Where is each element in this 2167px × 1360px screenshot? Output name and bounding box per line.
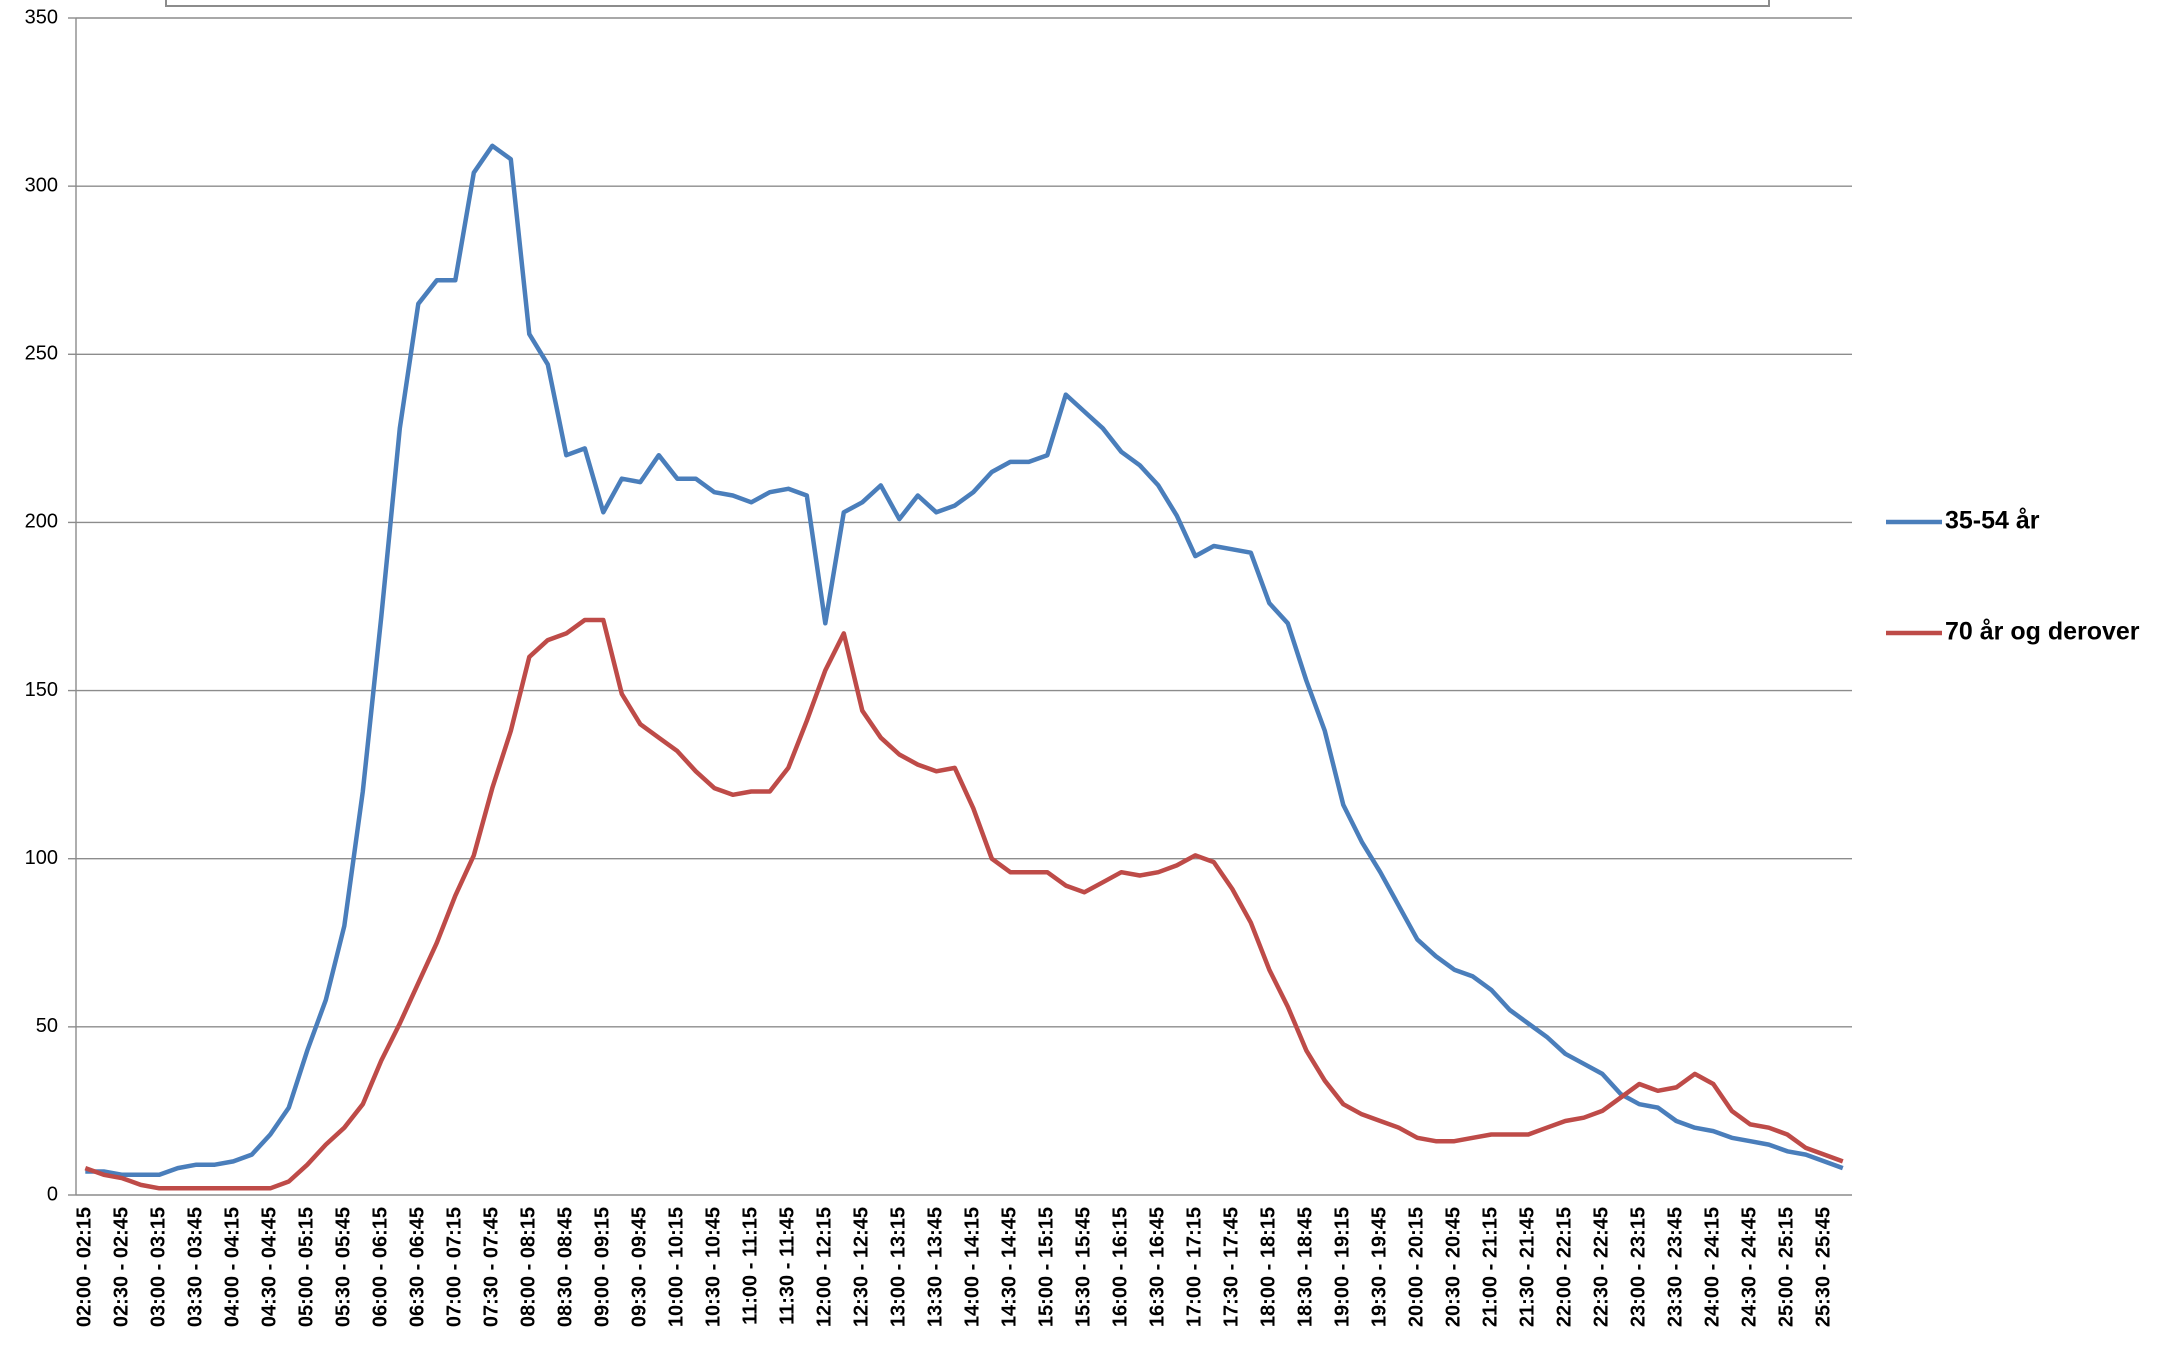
x-tick-label: 14:30 - 14:45 [999,1207,1021,1327]
x-tick-label: 18:00 - 18:15 [1258,1207,1280,1327]
x-tick-label: 15:00 - 15:15 [1036,1207,1058,1327]
x-tick-label: 21:00 - 21:15 [1480,1207,1502,1327]
x-tick-label: 16:30 - 16:45 [1147,1207,1169,1327]
x-tick-label: 04:30 - 04:45 [259,1207,281,1327]
x-tick-label: 05:00 - 05:15 [296,1207,318,1327]
x-tick-label: 25:00 - 25:15 [1776,1207,1798,1327]
y-tick-label: 350 [25,6,58,28]
x-tick-label: 21:30 - 21:45 [1517,1207,1539,1327]
legend-label: 70 år og derover [1945,618,2140,646]
x-tick-label: 24:00 - 24:15 [1702,1207,1724,1327]
x-tick-label: 03:00 - 03:15 [148,1207,170,1327]
x-tick-label: 20:30 - 20:45 [1443,1207,1465,1327]
y-tick-label: 50 [36,1015,58,1037]
x-tick-label: 03:30 - 03:45 [185,1207,207,1327]
x-tick-label: 07:30 - 07:45 [481,1207,503,1327]
x-tick-label: 15:30 - 15:45 [1073,1207,1095,1327]
x-tick-label: 04:00 - 04:15 [222,1207,244,1327]
x-tick-label: 12:00 - 12:15 [814,1207,836,1327]
x-tick-label: 22:30 - 22:45 [1591,1207,1613,1327]
y-tick-label: 300 [25,174,58,196]
x-tick-label: 11:30 - 11:45 [777,1207,799,1325]
y-tick-label: 200 [25,511,58,533]
x-tick-label: 14:00 - 14:15 [962,1207,984,1327]
legend-label: 35-54 år [1945,507,2040,535]
x-tick-label: 02:30 - 02:45 [111,1207,133,1327]
x-tick-label: 11:00 - 11:15 [740,1207,762,1325]
x-tick-label: 06:30 - 06:45 [407,1207,429,1327]
x-tick-label: 22:00 - 22:15 [1554,1207,1576,1327]
x-tick-label: 10:00 - 10:15 [666,1207,688,1327]
x-tick-label: 12:30 - 12:45 [851,1207,873,1327]
x-tick-label: 05:30 - 05:45 [333,1207,355,1327]
y-tick-label: 0 [47,1183,58,1205]
y-tick-label: 100 [25,847,58,869]
x-tick-label: 10:30 - 10:45 [703,1207,725,1327]
x-tick-label: 18:30 - 18:45 [1295,1207,1317,1327]
x-tick-label: 19:30 - 19:45 [1369,1207,1391,1327]
y-tick-label: 150 [25,679,58,701]
x-tick-label: 13:00 - 13:15 [888,1207,910,1327]
x-tick-label: 06:00 - 06:15 [370,1207,392,1327]
x-tick-label: 20:00 - 20:15 [1406,1207,1428,1327]
x-tick-label: 02:00 - 02:15 [74,1207,96,1327]
x-tick-label: 25:30 - 25:45 [1813,1207,1835,1327]
x-tick-label: 13:30 - 13:45 [925,1207,947,1327]
x-tick-label: 19:00 - 19:15 [1332,1207,1354,1327]
x-tick-label: 08:00 - 08:15 [518,1207,540,1327]
x-tick-label: 17:30 - 17:45 [1221,1207,1243,1327]
x-tick-label: 17:00 - 17:15 [1184,1207,1206,1327]
x-tick-label: 08:30 - 08:45 [555,1207,577,1327]
x-tick-label: 09:00 - 09:15 [592,1207,614,1327]
x-tick-label: 07:00 - 07:15 [444,1207,466,1327]
x-tick-label: 24:30 - 24:45 [1739,1207,1761,1327]
x-tick-label: 23:00 - 23:15 [1628,1207,1650,1327]
series-line [85,143,1844,1178]
title-box [165,0,1770,7]
x-tick-label: 09:30 - 09:45 [629,1207,651,1327]
x-tick-label: 23:30 - 23:45 [1665,1207,1687,1327]
series-line [84,617,1844,1191]
x-tick-label: 16:00 - 16:15 [1110,1207,1132,1327]
y-tick-label: 250 [25,343,58,365]
